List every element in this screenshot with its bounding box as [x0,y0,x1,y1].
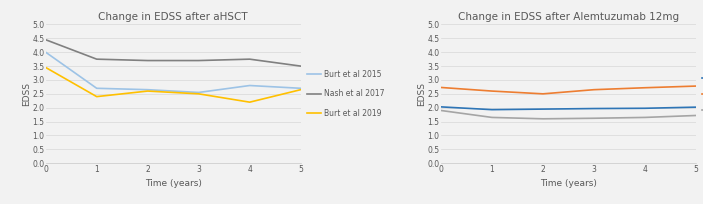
Burt et al 2019 [143,90,152,92]
Burt et al 2015 [195,91,203,94]
Line: Burt et al 2019: Burt et al 2019 [46,68,301,102]
CAM MS223 [437,109,445,112]
Burt et al 2019 [297,89,305,91]
CARE-MSI [640,107,649,110]
Line: Burt et al 2015: Burt et al 2015 [46,52,301,92]
Nash et al 2017 [297,65,305,67]
X-axis label: Time (years): Time (years) [145,179,202,188]
CARE-MSI [437,106,445,108]
Burt et al 2019 [195,93,203,95]
Line: CAM MS223: CAM MS223 [441,111,696,119]
Burt et al 2019 [41,66,50,69]
CARE-MSI [488,109,496,111]
CARE-MSII [437,86,445,89]
CARE-MSII [692,85,700,87]
Burt et al 2019 [245,101,254,103]
Line: CARE-MSII: CARE-MSII [441,86,696,94]
CARE-MSII [538,93,547,95]
Nash et al 2017 [195,59,203,62]
CARE-MSI [590,107,598,110]
Legend: Burt et al 2015, Nash et al 2017, Burt et al 2019: Burt et al 2015, Nash et al 2017, Burt e… [307,70,385,118]
CARE-MSI [538,108,547,110]
Burt et al 2019 [93,95,101,98]
Burt et al 2015 [245,84,254,87]
Nash et al 2017 [93,58,101,60]
Burt et al 2015 [93,87,101,90]
CAM MS223 [590,117,598,120]
CAM MS223 [538,118,547,120]
Y-axis label: EDSS: EDSS [417,82,426,106]
Title: Change in EDSS after Alemtuzumab 12mg: Change in EDSS after Alemtuzumab 12mg [458,12,679,22]
X-axis label: Time (years): Time (years) [540,179,597,188]
Title: Change in EDSS after aHSCT: Change in EDSS after aHSCT [98,12,248,22]
CARE-MSII [488,90,496,92]
Burt et al 2015 [41,51,50,53]
CAM MS223 [692,114,700,117]
Nash et al 2017 [143,59,152,62]
CARE-MSII [590,89,598,91]
Burt et al 2015 [297,87,305,90]
CARE-MSI [692,106,700,108]
CAM MS223 [488,116,496,119]
Line: Nash et al 2017: Nash et al 2017 [46,40,301,66]
Y-axis label: EDSS: EDSS [22,82,31,106]
CARE-MSII [640,86,649,89]
Line: CARE-MSI: CARE-MSI [441,107,696,110]
Nash et al 2017 [41,39,50,41]
CAM MS223 [640,116,649,119]
Nash et al 2017 [245,58,254,60]
Burt et al 2015 [143,89,152,91]
